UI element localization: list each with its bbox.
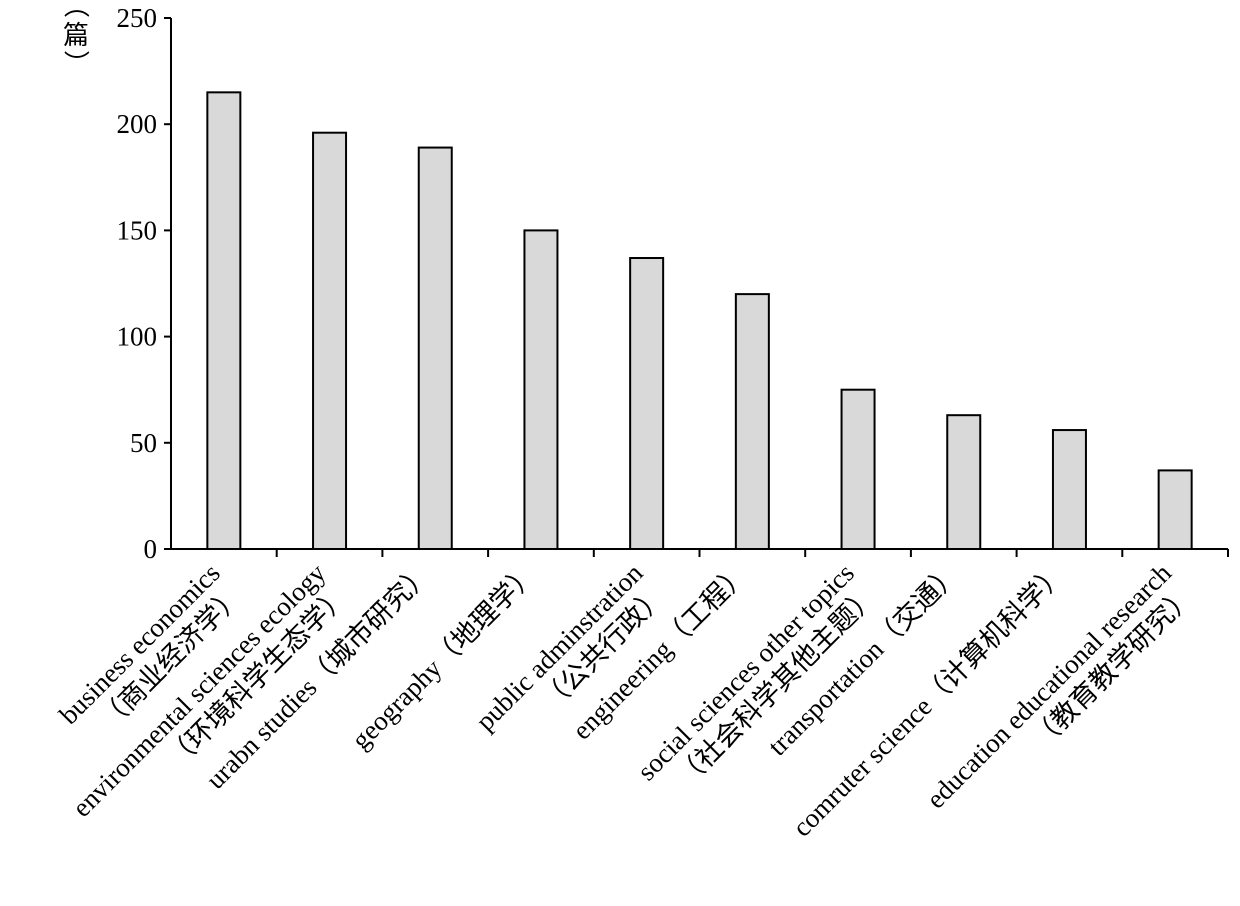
bar — [417, 146, 453, 550]
category-label: geography（地理学） — [346, 558, 543, 755]
bar — [1157, 469, 1193, 550]
y-axis: 0 50 100 150 200 250 — [117, 3, 172, 564]
y-unit-char: ） — [60, 50, 90, 76]
bar — [1051, 429, 1087, 550]
y-unit-char: 篇 — [63, 21, 89, 51]
y-unit-char: （ — [60, 0, 90, 18]
y-tick-label: 250 — [117, 3, 158, 33]
x-axis — [171, 548, 1229, 557]
y-tick-label: 150 — [117, 215, 158, 245]
y-tick-label: 0 — [144, 534, 158, 564]
category-label-line1: social sciences other topics — [631, 558, 860, 787]
bar — [946, 414, 982, 550]
bar — [523, 229, 559, 550]
y-axis-unit-label: （ 篇） — [60, 0, 90, 76]
y-tick-label: 100 — [117, 322, 158, 352]
bar — [840, 388, 876, 551]
bar — [734, 293, 770, 550]
category-labels: business economics（商业经济学）environmental s… — [53, 557, 1199, 842]
y-tick-label: 200 — [117, 109, 158, 139]
bars — [206, 91, 1193, 551]
bar — [312, 131, 348, 550]
category-label: education educational research（教育教学研究） — [920, 557, 1199, 814]
category-label-line1: geography（地理学） — [346, 558, 543, 755]
y-tick-label: 50 — [130, 428, 157, 458]
bar — [629, 257, 665, 550]
bar — [206, 91, 242, 550]
